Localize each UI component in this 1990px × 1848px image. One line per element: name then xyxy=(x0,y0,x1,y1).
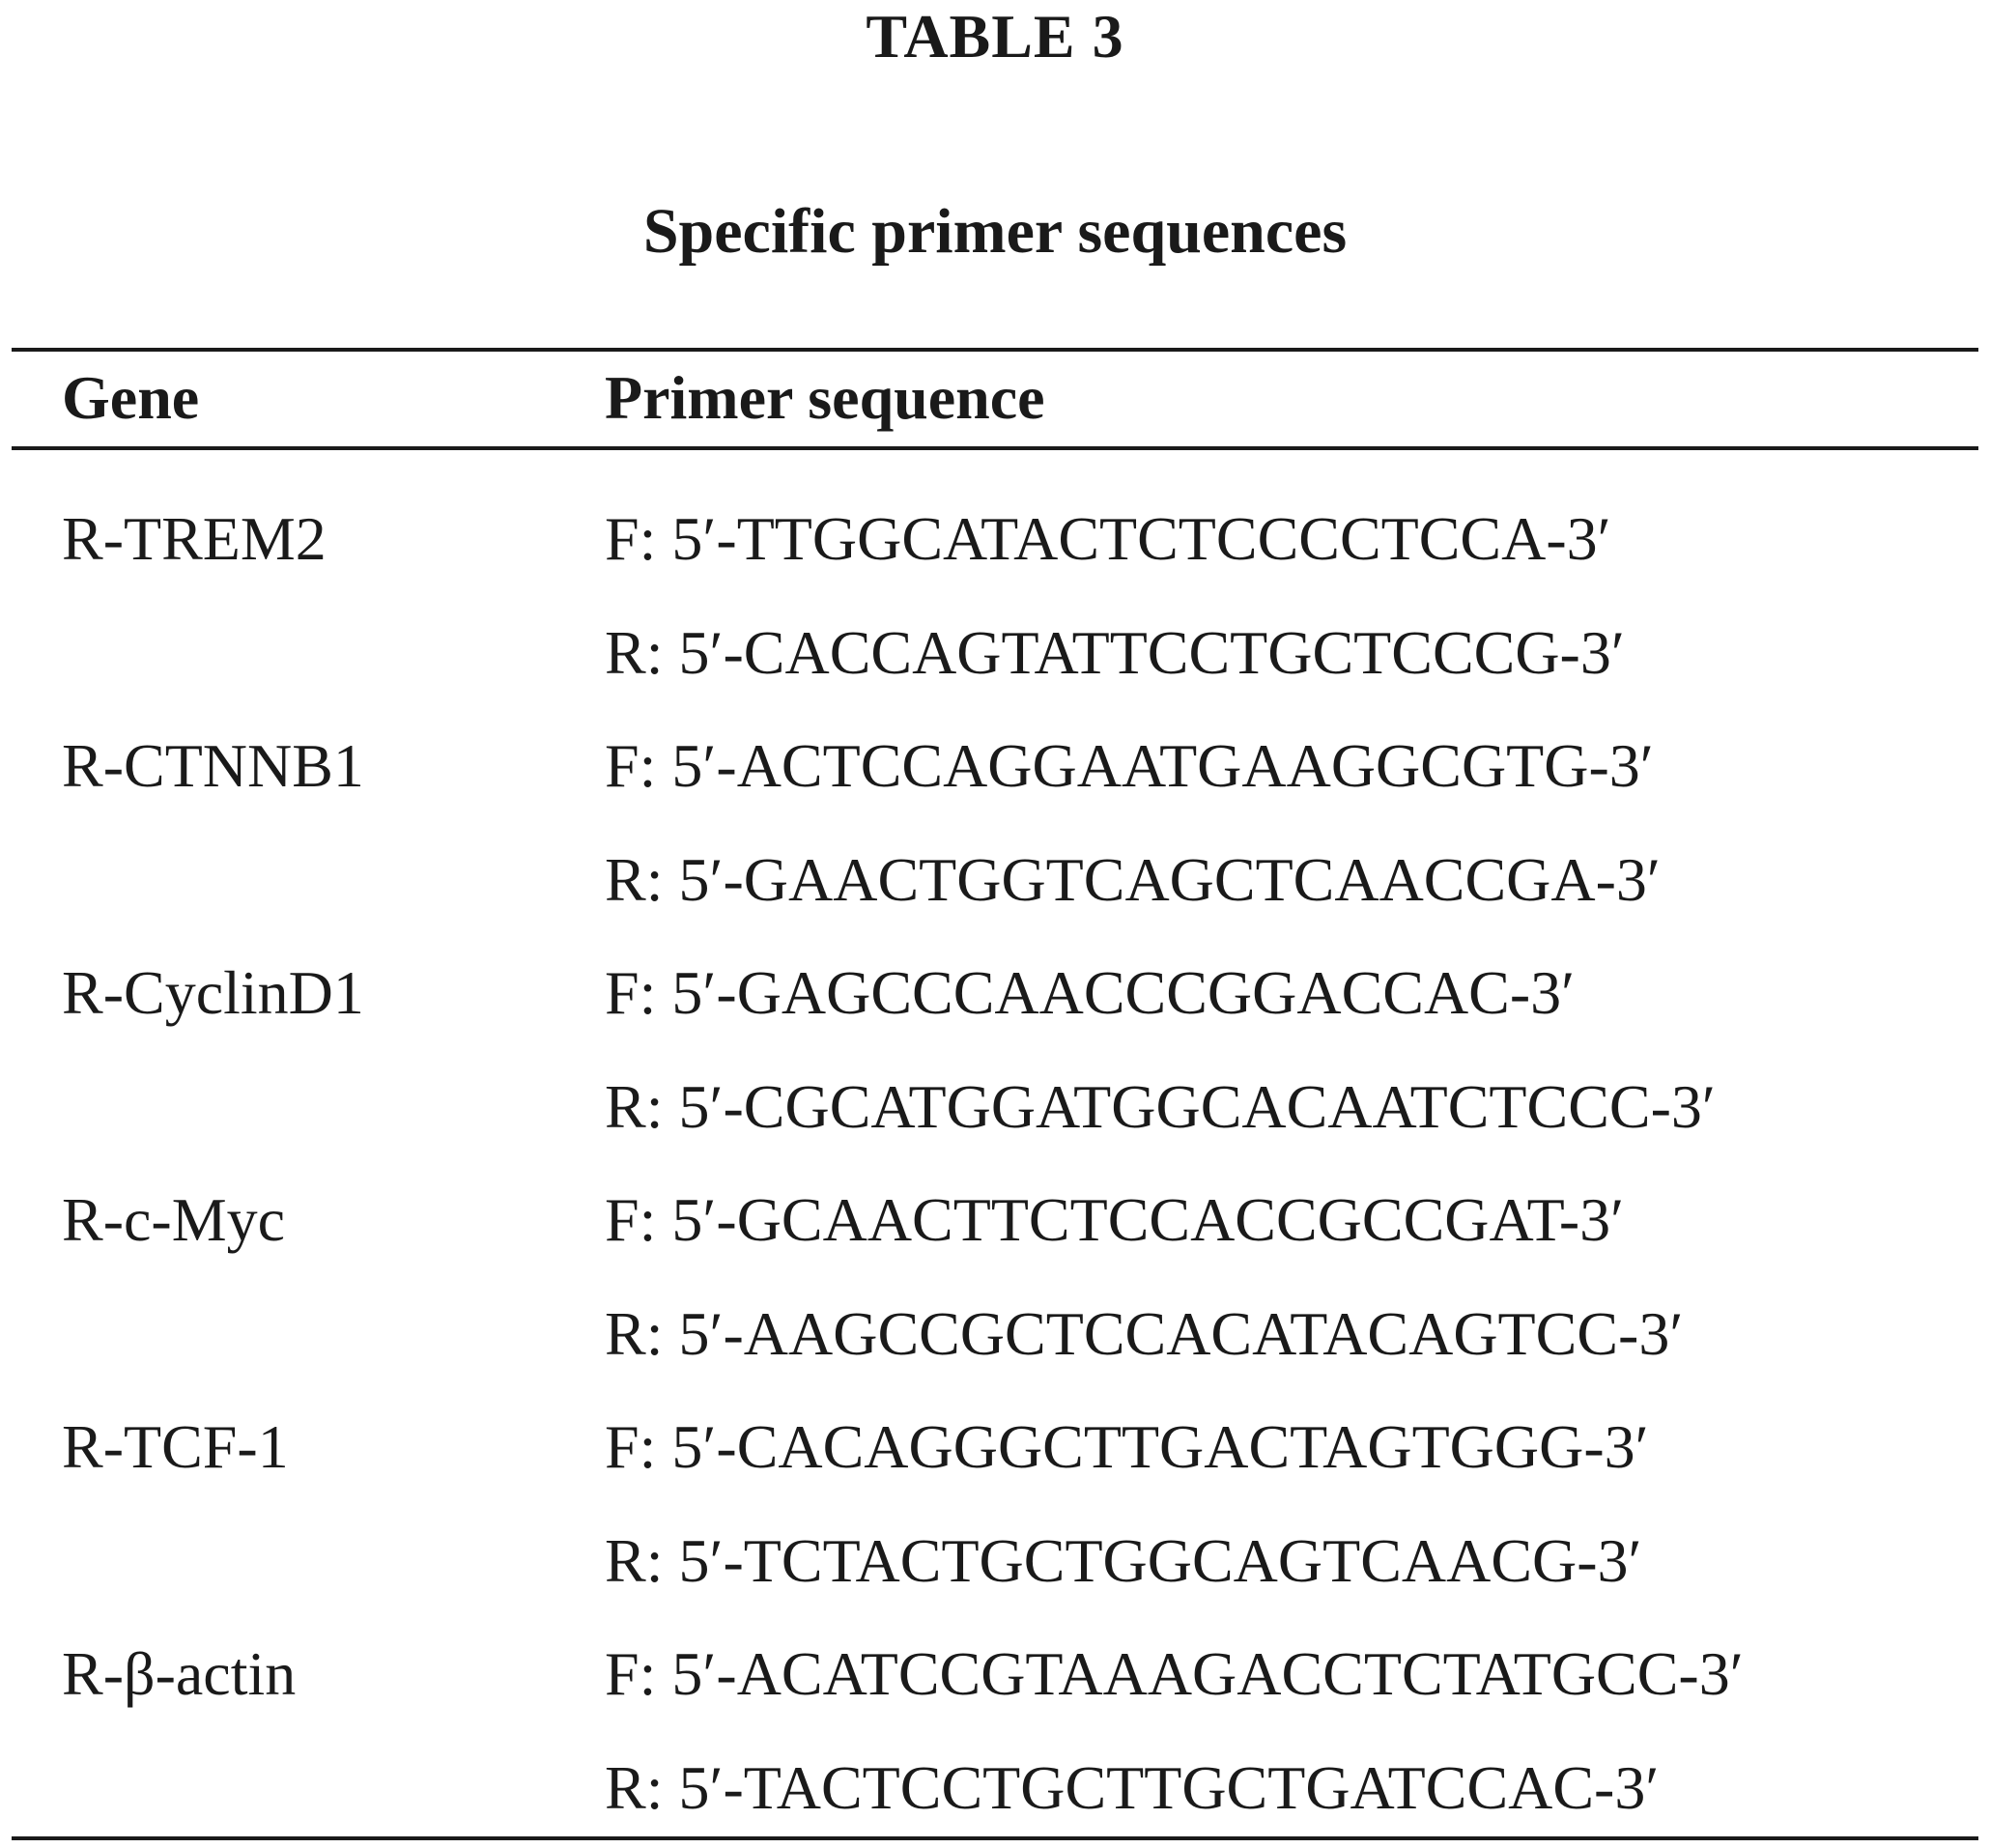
reverse-primer-cell: R: 5′-AAGCCGCTCCACATACAGTCC-3′ xyxy=(605,1298,1684,1368)
header-rule xyxy=(12,446,1978,450)
forward-primer-cell: F: 5′-GAGCCCAACCCGGACCAC-3′ xyxy=(605,958,1576,1027)
gene-cell: R-CyclinD1 xyxy=(62,958,364,1027)
gene-cell: R-CTNNB1 xyxy=(62,731,364,800)
header-gene: Gene xyxy=(62,363,200,432)
reverse-primer-cell: R: 5′-CACCAGTATTCCTGCTCCCG-3′ xyxy=(605,617,1625,687)
forward-primer-cell: F: 5′-TTGGCATACTCTCCCCTCCA-3′ xyxy=(605,504,1611,573)
header-primer-sequence: Primer sequence xyxy=(605,363,1045,432)
reverse-primer-cell: R: 5′-CGCATGGATGGCACAATCTCCC-3′ xyxy=(605,1071,1716,1141)
gene-cell: R-c-Myc xyxy=(62,1185,286,1254)
gene-cell: R-β-actin xyxy=(62,1639,297,1708)
gene-cell: R-TREM2 xyxy=(62,504,327,573)
reverse-primer-cell: R: 5′-TCTACTGCTGGCAGTCAACG-3′ xyxy=(605,1525,1642,1595)
forward-primer-cell: F: 5′-ACATCCGTAAAGACCTCTATGCC-3′ xyxy=(605,1639,1744,1708)
bottom-rule xyxy=(12,1836,1978,1840)
forward-primer-cell: F: 5′-GCAACTTCTCCACCGCCGAT-3′ xyxy=(605,1185,1625,1254)
forward-primer-cell: F: 5′-ACTCCAGGAATGAAGGCGTG-3′ xyxy=(605,731,1654,800)
table-title: Specific primer sequences xyxy=(642,196,1348,267)
reverse-primer-cell: R: 5′-TACTCCTGCTTGCTGATCCAC-3′ xyxy=(605,1752,1660,1822)
reverse-primer-cell: R: 5′-GAACTGGTCAGCTCAACCGA-3′ xyxy=(605,844,1661,914)
forward-primer-cell: F: 5′-CACAGGGCTTGACTAGTGGG-3′ xyxy=(605,1412,1649,1481)
gene-cell: R-TCF-1 xyxy=(62,1412,289,1481)
table-label: TABLE 3 xyxy=(866,2,1124,71)
top-rule xyxy=(12,348,1978,352)
